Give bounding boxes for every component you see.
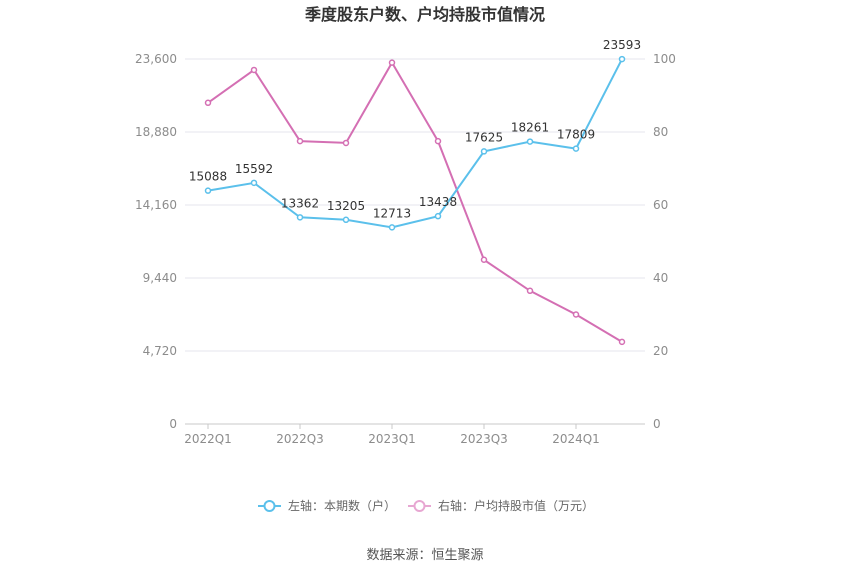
data-label: 18261 <box>511 121 549 135</box>
data-label: 13438 <box>419 195 457 209</box>
data-point[interactable] <box>618 55 626 63</box>
data-point[interactable] <box>296 137 304 145</box>
right-tick-label: 100 <box>653 52 676 66</box>
data-label: 17625 <box>465 130 503 144</box>
data-label: 13205 <box>327 199 365 213</box>
legend-item-right[interactable]: 右轴：户均持股市值（万元） <box>408 498 594 513</box>
left-tick-label: 0 <box>169 417 177 431</box>
left-tick-label: 14,160 <box>135 198 177 212</box>
data-label: 15592 <box>235 162 273 176</box>
right-tick-label: 0 <box>653 417 661 431</box>
series-line <box>207 58 623 229</box>
data-label: 13362 <box>281 196 319 210</box>
chart-title: 季度股东户数、户均持股市值情况 <box>304 5 545 24</box>
data-point[interactable] <box>434 137 442 145</box>
right-axis: 0 20 40 60 80 100 <box>653 52 676 431</box>
data-point[interactable] <box>480 256 488 263</box>
legend-label-left: 左轴：本期数（户） <box>288 498 396 513</box>
x-tick-label: 2024Q1 <box>552 432 600 446</box>
right-tick-label: 80 <box>653 125 668 139</box>
data-point[interactable] <box>342 216 350 224</box>
x-tick-label: 2022Q3 <box>276 432 324 446</box>
right-tick-label: 40 <box>653 271 668 285</box>
data-point[interactable] <box>250 179 258 187</box>
x-tick-label: 2023Q1 <box>368 432 416 446</box>
x-tick-label: 2022Q1 <box>184 432 232 446</box>
series-avg-holding-value <box>204 59 626 346</box>
legend-marker-left <box>263 500 276 512</box>
data-point[interactable] <box>250 66 258 74</box>
legend-marker-right <box>413 500 426 512</box>
data-label: 23593 <box>603 38 641 52</box>
data-point[interactable] <box>526 287 534 295</box>
left-tick-label: 18,880 <box>135 125 177 139</box>
data-point[interactable] <box>618 338 626 346</box>
data-label: 17809 <box>557 128 595 142</box>
series-households: 15088 15592 13362 13205 12713 13438 17625 18261… <box>189 38 641 231</box>
left-tick-label: 4,720 <box>143 344 177 358</box>
data-label: 12713 <box>373 206 411 220</box>
source-text: 数据来源：恒生聚源 <box>366 548 483 563</box>
data-point[interactable] <box>296 214 304 221</box>
data-label: 15088 <box>189 170 227 184</box>
data-point[interactable] <box>572 311 580 318</box>
data-point[interactable] <box>204 187 212 194</box>
data-point[interactable] <box>204 99 212 107</box>
x-tick-label: 2023Q3 <box>460 432 508 446</box>
legend-label-right: 右轴：户均持股市值（万元） <box>438 498 594 513</box>
legend-item-left[interactable]: 左轴：本期数（户） <box>258 498 396 513</box>
left-tick-label: 9,440 <box>143 271 177 285</box>
right-tick-label: 20 <box>653 344 668 358</box>
data-point[interactable] <box>480 148 488 155</box>
series-line <box>207 60 623 343</box>
legend[interactable]: 左轴：本期数（户） 右轴：户均持股市值（万元） <box>258 498 594 513</box>
left-axis: 0 4,720 9,440 14,160 18,880 23,600 <box>135 52 177 431</box>
data-point[interactable] <box>526 138 534 145</box>
data-point[interactable] <box>388 59 396 66</box>
series-layer: 15088 15592 13362 13205 12713 13438 17625 18261… <box>189 38 641 346</box>
right-tick-label: 60 <box>653 198 668 212</box>
left-tick-label: 23,600 <box>135 52 177 66</box>
grid-lines <box>185 58 645 425</box>
data-point[interactable] <box>342 139 350 147</box>
x-axis: 2022Q1 2022Q3 2023Q1 2023Q3 2024Q1 <box>184 424 600 446</box>
data-point[interactable] <box>388 224 396 231</box>
data-point[interactable] <box>572 145 580 152</box>
data-point[interactable] <box>434 212 442 220</box>
